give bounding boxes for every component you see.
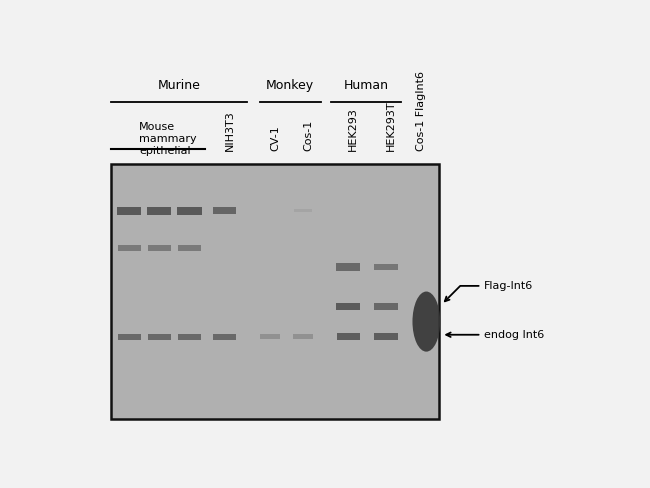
Bar	[117, 207, 141, 215]
Bar	[336, 264, 360, 271]
Text: Human: Human	[343, 80, 388, 92]
Bar	[294, 209, 312, 212]
Text: CV-1: CV-1	[270, 125, 280, 151]
Bar	[177, 207, 202, 215]
Bar	[292, 334, 313, 339]
Text: endog Int6: endog Int6	[447, 330, 545, 340]
Bar	[213, 334, 237, 340]
Bar	[336, 303, 360, 310]
Text: HEK293T: HEK293T	[386, 100, 396, 151]
Bar	[260, 334, 280, 339]
Bar	[374, 264, 398, 270]
Text: Murine: Murine	[158, 80, 201, 92]
Bar	[374, 303, 398, 310]
Bar	[148, 245, 171, 251]
Text: NIH3T3: NIH3T3	[225, 110, 235, 151]
Text: Cos-1: Cos-1	[303, 120, 313, 151]
Bar	[178, 245, 201, 251]
Bar	[148, 334, 171, 340]
Bar	[374, 333, 398, 340]
Bar	[337, 333, 360, 340]
Bar	[118, 245, 140, 251]
Bar	[213, 207, 237, 214]
Text: Monkey: Monkey	[266, 80, 315, 92]
Text: Flag-Int6: Flag-Int6	[445, 281, 534, 301]
Bar	[148, 207, 172, 215]
Text: Cos-1 FlagInt6: Cos-1 FlagInt6	[416, 71, 426, 151]
Bar	[112, 164, 439, 419]
Text: Mouse
mammary
epithelial: Mouse mammary epithelial	[139, 122, 197, 156]
Text: HEK293: HEK293	[348, 107, 358, 151]
Ellipse shape	[413, 291, 440, 352]
Bar	[118, 334, 140, 340]
Bar	[178, 334, 201, 340]
